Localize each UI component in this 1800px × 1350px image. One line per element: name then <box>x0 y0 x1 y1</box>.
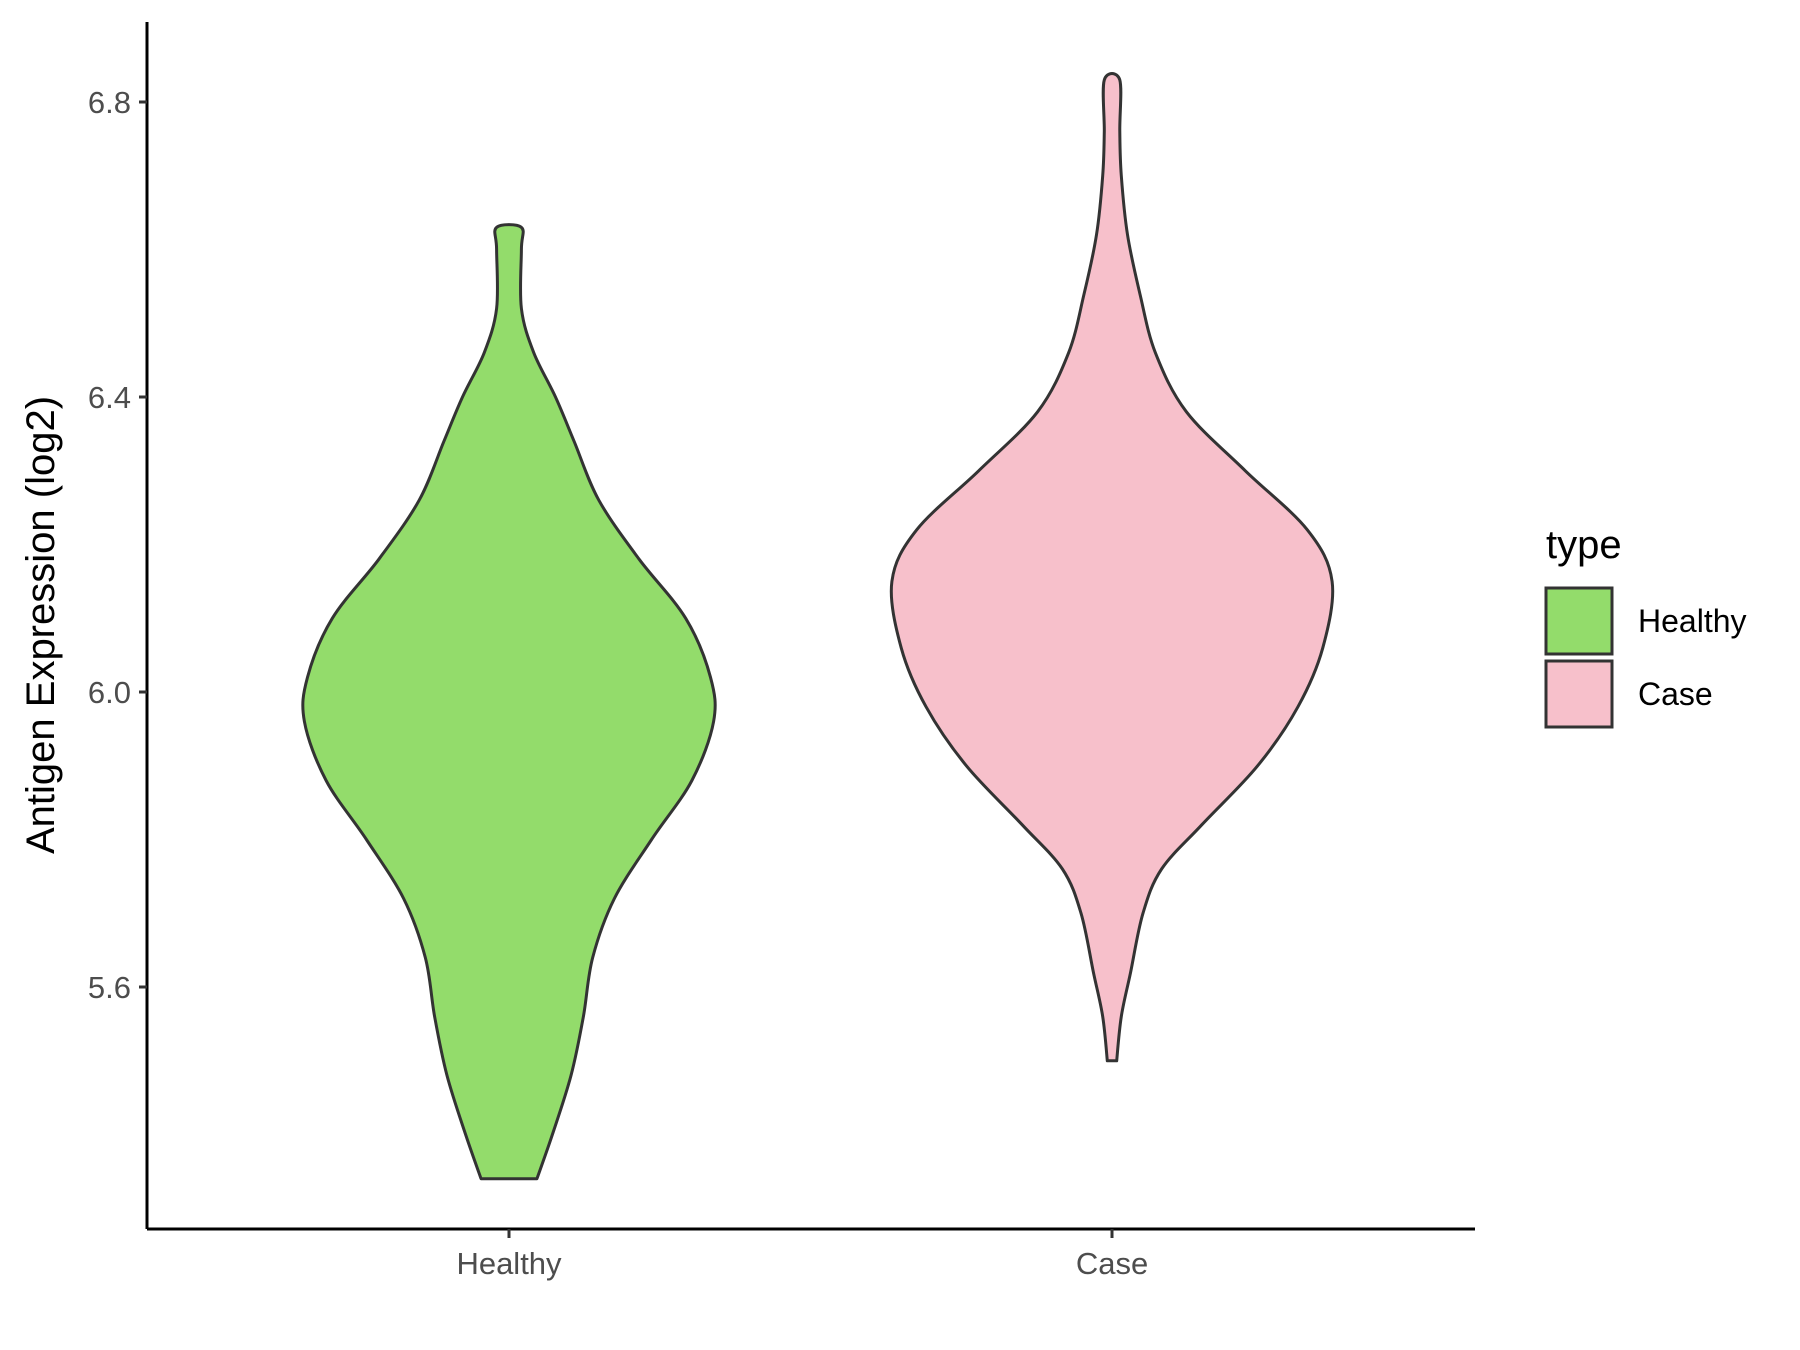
x-axis-ticks: Healthy Case <box>456 1229 1148 1281</box>
violin-layer <box>301 71 1335 1181</box>
legend-key-case <box>1544 659 1614 729</box>
violin-healthy <box>301 223 717 1181</box>
legend: type Healthy Case <box>1544 523 1747 729</box>
y-axis-title: Antigen Expression (log2) <box>19 396 63 854</box>
y-tick-label: 6.0 <box>88 675 131 710</box>
y-tick-label: 6.8 <box>88 85 131 120</box>
y-tick-label: 6.4 <box>88 380 131 415</box>
legend-title: type <box>1546 523 1622 567</box>
y-tick-label: 5.6 <box>88 970 131 1005</box>
legend-key-healthy <box>1544 586 1614 656</box>
x-tick-label: Healthy <box>456 1246 562 1281</box>
y-axis-ticks: 5.6 6.0 6.4 6.8 <box>88 85 147 1005</box>
legend-label: Healthy <box>1638 603 1747 639</box>
legend-label: Case <box>1638 676 1713 712</box>
x-tick-label: Case <box>1076 1246 1148 1281</box>
violin-case <box>889 71 1335 1063</box>
